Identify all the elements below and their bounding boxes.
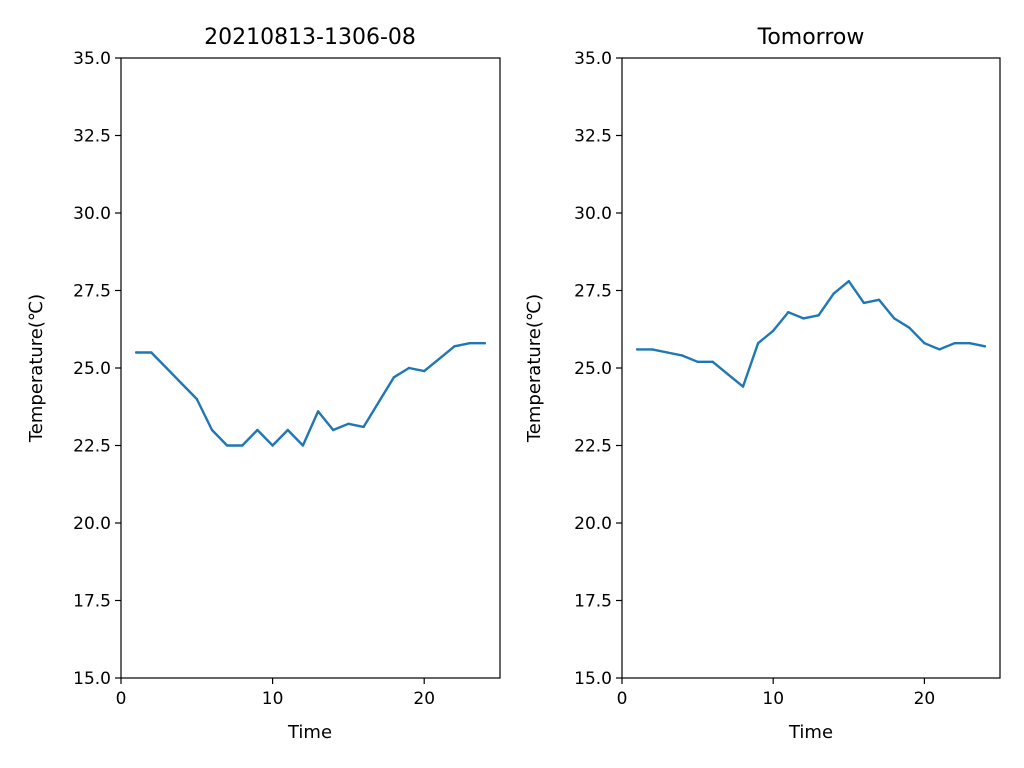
data-point — [165, 366, 168, 370]
data-point — [483, 342, 486, 345]
y-tick-label: 20.0 — [73, 514, 111, 534]
data-point — [347, 422, 350, 425]
y-axis-label: Temperature(℃) — [26, 294, 47, 443]
y-tick-label: 35.0 — [73, 49, 111, 69]
y-tick-label: 15.0 — [574, 669, 612, 689]
y-tick-label: 20.0 — [574, 514, 612, 534]
data-point — [438, 357, 441, 360]
data-point — [286, 428, 289, 432]
plot-area-left — [134, 342, 486, 447]
data-point — [847, 280, 850, 283]
data-point — [210, 428, 214, 432]
data-point — [953, 342, 956, 345]
y-tick-label: 25.0 — [73, 359, 111, 379]
data-point — [666, 351, 669, 354]
data-point — [741, 385, 745, 388]
ticks-right: 15.0 17.5 20.0 22.5 25.0 27.5 30.0 32.5 35.0 0 10 2… — [574, 49, 935, 709]
data-point — [726, 373, 729, 376]
data-point — [651, 348, 654, 351]
y-tick-label: 32.5 — [73, 127, 111, 147]
data-point — [877, 298, 881, 301]
data-point — [301, 444, 305, 447]
data-point — [772, 329, 775, 332]
data-point — [271, 444, 274, 447]
series-line — [635, 280, 987, 388]
series-line — [134, 342, 486, 447]
data-point — [195, 397, 198, 401]
y-tick-label: 30.0 — [574, 204, 612, 224]
data-point — [377, 400, 380, 404]
data-point — [696, 360, 699, 363]
y-tick-label: 27.5 — [574, 282, 612, 302]
data-point — [150, 351, 153, 354]
data-point — [756, 342, 760, 345]
y-tick-label: 35.0 — [574, 49, 612, 69]
data-point — [968, 342, 971, 345]
chart-title: 20210813-1306-08 — [204, 25, 416, 50]
data-point — [407, 366, 411, 370]
y-tick-label: 32.5 — [574, 127, 612, 147]
data-point — [468, 342, 471, 345]
x-tick-label: 0 — [617, 689, 628, 709]
y-tick-label: 25.0 — [574, 359, 612, 379]
x-tick-label: 0 — [116, 689, 127, 709]
x-axis-label: Time — [788, 722, 833, 743]
chart-title: Tomorrow — [757, 25, 865, 50]
subplot-right: Tomorrow Time Temperature(℃) 15.0 17.5 20.… — [524, 25, 1001, 743]
axes-frame-right — [621, 57, 1001, 679]
data-point — [711, 360, 714, 363]
y-tick-label: 22.5 — [73, 437, 111, 457]
x-tick-label: 20 — [914, 689, 936, 709]
data-point — [938, 348, 941, 351]
data-point — [362, 425, 365, 429]
y-tick-label: 22.5 — [574, 437, 612, 457]
data-point — [225, 444, 229, 447]
ticks-left: 15.0 17.5 20.0 22.5 25.0 27.5 30.0 32.5 35.0 0 10 2… — [73, 49, 435, 709]
data-point — [316, 410, 320, 413]
data-point — [817, 314, 820, 317]
data-point — [135, 351, 138, 354]
y-axis-label: Temperature(℃) — [524, 294, 545, 443]
data-point — [908, 326, 911, 329]
data-point — [832, 292, 835, 295]
data-point — [180, 382, 183, 385]
subplot-left: 20210813-1306-08 Time Temperature(℃) 15.… — [26, 25, 501, 743]
y-tick-label: 17.5 — [574, 592, 612, 612]
data-point — [392, 376, 396, 379]
data-point — [453, 345, 456, 348]
x-axis-label: Time — [287, 722, 332, 743]
y-tick-label: 15.0 — [73, 669, 111, 689]
data-point — [256, 428, 259, 432]
y-tick-label: 27.5 — [73, 282, 111, 302]
data-point — [862, 301, 866, 305]
x-tick-label: 10 — [762, 689, 784, 709]
data-point — [423, 369, 426, 373]
plot-area-right — [635, 280, 987, 388]
data-point — [923, 342, 926, 345]
data-point — [241, 444, 244, 447]
x-tick-label: 20 — [413, 689, 435, 709]
data-point — [983, 345, 987, 348]
x-tick-label: 10 — [262, 689, 284, 709]
y-tick-label: 30.0 — [73, 204, 111, 224]
data-point — [332, 428, 335, 432]
data-point — [681, 354, 684, 357]
data-point — [635, 348, 639, 351]
y-tick-label: 17.5 — [73, 592, 111, 612]
axes-frame-left — [120, 57, 501, 679]
data-point — [893, 317, 896, 320]
data-point — [802, 317, 805, 320]
data-point — [787, 311, 790, 314]
